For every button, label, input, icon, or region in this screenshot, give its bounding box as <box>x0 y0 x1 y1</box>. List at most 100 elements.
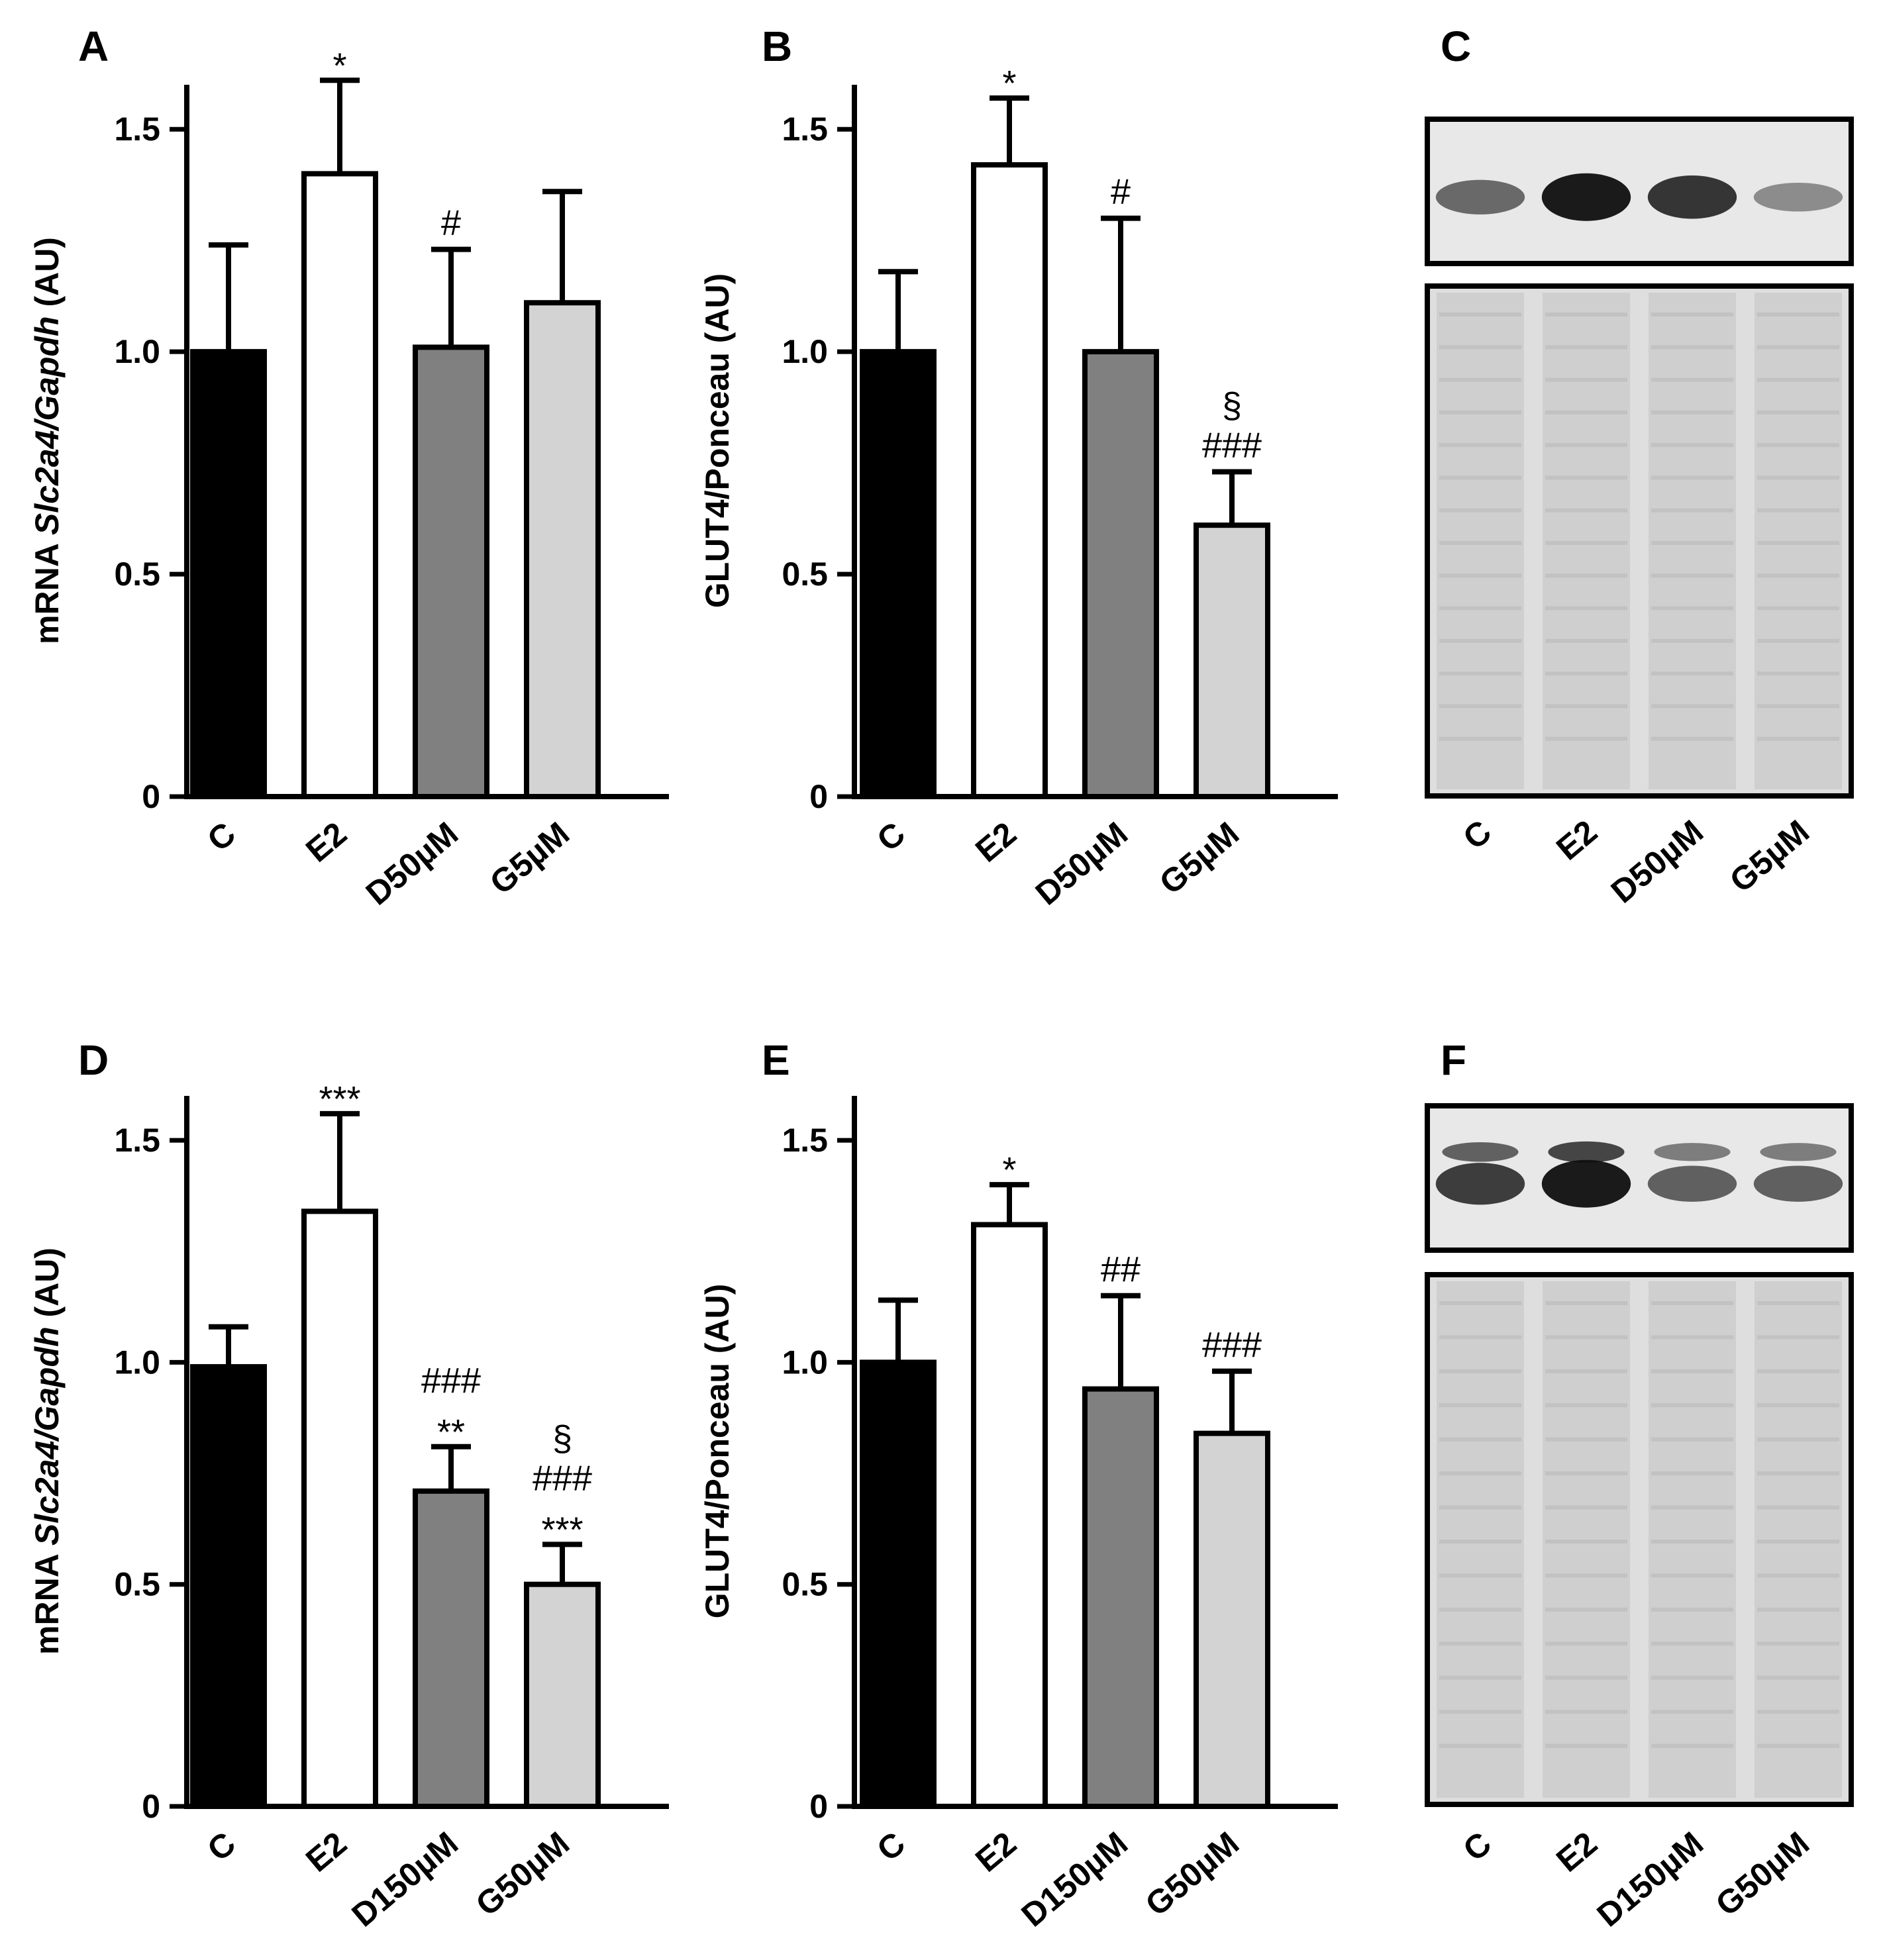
ponceau-stripe <box>1545 1675 1627 1680</box>
ponceau-stripe <box>1757 475 1839 480</box>
lane-label: D50µM <box>1604 813 1710 910</box>
ponceau-stripe <box>1651 541 1733 545</box>
category-label: E2 <box>968 1825 1023 1879</box>
protein-band <box>1435 1163 1525 1205</box>
significance-label: * <box>1002 64 1016 103</box>
bar <box>301 171 378 799</box>
ponceau-stripe <box>1439 1675 1521 1680</box>
ponceau-stripe <box>1545 410 1627 415</box>
y-axis-title-part: GLUT4/Ponceau (AU) <box>699 273 736 609</box>
y-axis-title: GLUT4/Ponceau (AU) <box>699 1284 736 1619</box>
ponceau-stripe <box>1651 313 1733 317</box>
category-label: G5µM <box>483 815 576 902</box>
ponceau-stripe <box>1651 573 1733 578</box>
ponceau-stripe <box>1651 410 1733 415</box>
y-tick-label: 0.5 <box>114 1566 160 1603</box>
y-axis-title-part: (AU) <box>28 1248 66 1326</box>
chart-panel-a: A 0 0.5 1.0 1.5 mRNA Slc2a4/Gapdh (AU) C * E2 # D5… <box>28 23 669 912</box>
panel-letter: F <box>1441 1036 1466 1084</box>
ponceau-stripe <box>1545 508 1627 513</box>
protein-band-upper <box>1760 1143 1837 1161</box>
ponceau-stripe <box>1545 1335 1627 1340</box>
significance-label: ### <box>533 1458 592 1498</box>
y-axis-title-part: Slc2a4/Gapdh <box>28 1326 66 1545</box>
bar <box>190 349 267 799</box>
bar <box>1082 349 1159 799</box>
ponceau-stripe <box>1651 1437 1733 1442</box>
category-label: C <box>200 1825 242 1869</box>
ponceau-stripe <box>1757 1437 1839 1442</box>
category-label: C <box>870 1825 912 1869</box>
category-label: G5µM <box>1152 815 1246 902</box>
chart-panel-e: E 0 0.5 1.0 1.5 GLUT4/Ponceau (AU) C * E2 ## D150µ… <box>699 1036 1338 1934</box>
category-label: E2 <box>968 815 1023 869</box>
ponceau-stripe <box>1651 1573 1733 1578</box>
lane-label: G5µM <box>1723 813 1816 900</box>
ponceau-stripe <box>1757 671 1839 676</box>
ponceau-stripe <box>1545 1505 1627 1510</box>
ponceau-stripe <box>1439 1471 1521 1476</box>
protein-band <box>1541 173 1631 221</box>
protein-band-upper <box>1654 1143 1731 1161</box>
bar <box>860 1359 937 1809</box>
lane-label: C <box>1456 813 1498 857</box>
ponceau-stripe <box>1651 377 1733 382</box>
chart-panel-d: D 0 0.5 1.0 1.5 mRNA Slc2a4/Gapdh (AU) C *** E2 #… <box>28 1036 669 1934</box>
ponceau-stripe <box>1545 638 1627 643</box>
ponceau-stripe <box>1545 573 1627 578</box>
significance-label: *** <box>319 1079 360 1119</box>
ponceau-stripe <box>1545 1369 1627 1373</box>
y-tick-label: 1.5 <box>782 1122 828 1159</box>
ponceau-stripe <box>1757 1403 1839 1408</box>
ponceau-stripe <box>1545 1710 1627 1714</box>
y-tick-label: 0.5 <box>782 1566 828 1603</box>
ponceau-stripe <box>1757 704 1839 709</box>
protein-band <box>1753 1165 1843 1202</box>
ponceau-stripe <box>1439 1301 1521 1305</box>
ponceau-stripe <box>1651 606 1733 611</box>
ponceau-stripe <box>1651 1642 1733 1646</box>
ponceau-stripe <box>1757 1369 1839 1373</box>
ponceau-stripe <box>1439 508 1521 513</box>
category-label: D150µM <box>1015 1825 1135 1934</box>
y-tick-label: 0 <box>809 778 828 815</box>
bar <box>1082 1386 1159 1810</box>
ponceau-stripe <box>1545 671 1627 676</box>
significance-label: ### <box>421 1361 481 1400</box>
category-label: C <box>200 815 242 859</box>
ponceau-stripe <box>1439 704 1521 709</box>
ponceau-stripe <box>1545 1471 1627 1476</box>
ponceau-stripe <box>1757 1540 1839 1544</box>
ponceau-stripe <box>1651 638 1733 643</box>
ponceau-stripe <box>1757 410 1839 415</box>
y-axis-title-part: (AU) <box>28 237 66 316</box>
ponceau-stripe <box>1757 345 1839 350</box>
ponceau-stripe <box>1651 1471 1733 1476</box>
ponceau-stripe <box>1757 1607 1839 1612</box>
ponceau-stripe <box>1545 1540 1627 1544</box>
ponceau-stripe <box>1439 1642 1521 1646</box>
ponceau-stripe <box>1757 1675 1839 1680</box>
y-tick-label: 0.5 <box>782 556 828 593</box>
ponceau-stripe <box>1439 1743 1521 1748</box>
ponceau-stripe <box>1545 1301 1627 1305</box>
significance-label: ## <box>1101 1250 1141 1289</box>
ponceau-stripe <box>1439 606 1521 611</box>
significance-label: # <box>441 203 461 243</box>
y-tick-label: 1.0 <box>782 333 828 370</box>
ponceau-stripe <box>1651 1403 1733 1408</box>
ponceau-stripe <box>1545 1573 1627 1578</box>
protein-band <box>1435 179 1525 215</box>
ponceau-stripe <box>1545 1607 1627 1612</box>
y-tick-label: 1.5 <box>114 111 160 148</box>
ponceau-stripe <box>1439 1369 1521 1373</box>
significance-label: * <box>332 46 346 85</box>
ponceau-stripe <box>1545 475 1627 480</box>
lane-label: C <box>1456 1825 1498 1869</box>
ponceau-stripe <box>1545 1743 1627 1748</box>
ponceau-stripe <box>1439 1540 1521 1544</box>
significance-label: *** <box>541 1510 583 1549</box>
ponceau-stripe <box>1439 313 1521 317</box>
panel-letter: E <box>762 1036 790 1084</box>
